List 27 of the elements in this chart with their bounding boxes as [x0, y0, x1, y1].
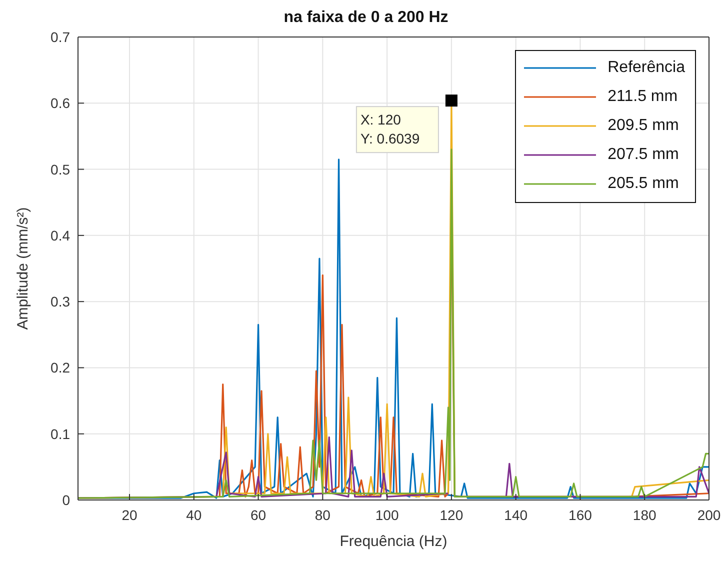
x-tick-label: 40 — [186, 506, 202, 523]
y-tick-label: 0.3 — [50, 294, 70, 310]
legend-label: 205.5 mm — [608, 174, 679, 194]
x-tick-label: 180 — [632, 506, 657, 523]
y-tick-label: 0.7 — [50, 28, 70, 45]
x-tick-label: 140 — [504, 506, 528, 523]
y-tick-label: 0.6 — [50, 95, 70, 112]
chart-title: na faixa de 0 a 200 Hz — [282, 8, 450, 28]
y-tick-label: 0.1 — [50, 426, 70, 442]
x-tick-label: 80 — [314, 506, 331, 523]
legend-label: 209.5 mm — [608, 116, 679, 136]
x-tick-label: 120 — [440, 506, 464, 523]
legend-label: 207.5 mm — [608, 145, 679, 165]
y-tick-label: 0.2 — [50, 360, 70, 376]
y-tick-label: 0.5 — [50, 161, 70, 178]
x-tick-label: 200 — [697, 506, 721, 523]
legend-label: Referência — [608, 58, 685, 78]
x-tick-label: 100 — [375, 506, 399, 523]
y-axis-title: Amplitude (mm/s²) — [14, 207, 32, 330]
annotation: X: 120 Y: 0.6039 — [360, 112, 420, 147]
x-axis-title: Frequência (Hz) — [340, 533, 448, 550]
x-tick-label: 160 — [568, 506, 592, 523]
x-tick-label: 60 — [250, 506, 266, 523]
y-tick-label: 0 — [62, 492, 70, 508]
y-tick-label: 0.4 — [50, 227, 70, 244]
x-tick-label: 20 — [122, 506, 138, 523]
legend-label: 211.5 mm — [608, 87, 678, 107]
